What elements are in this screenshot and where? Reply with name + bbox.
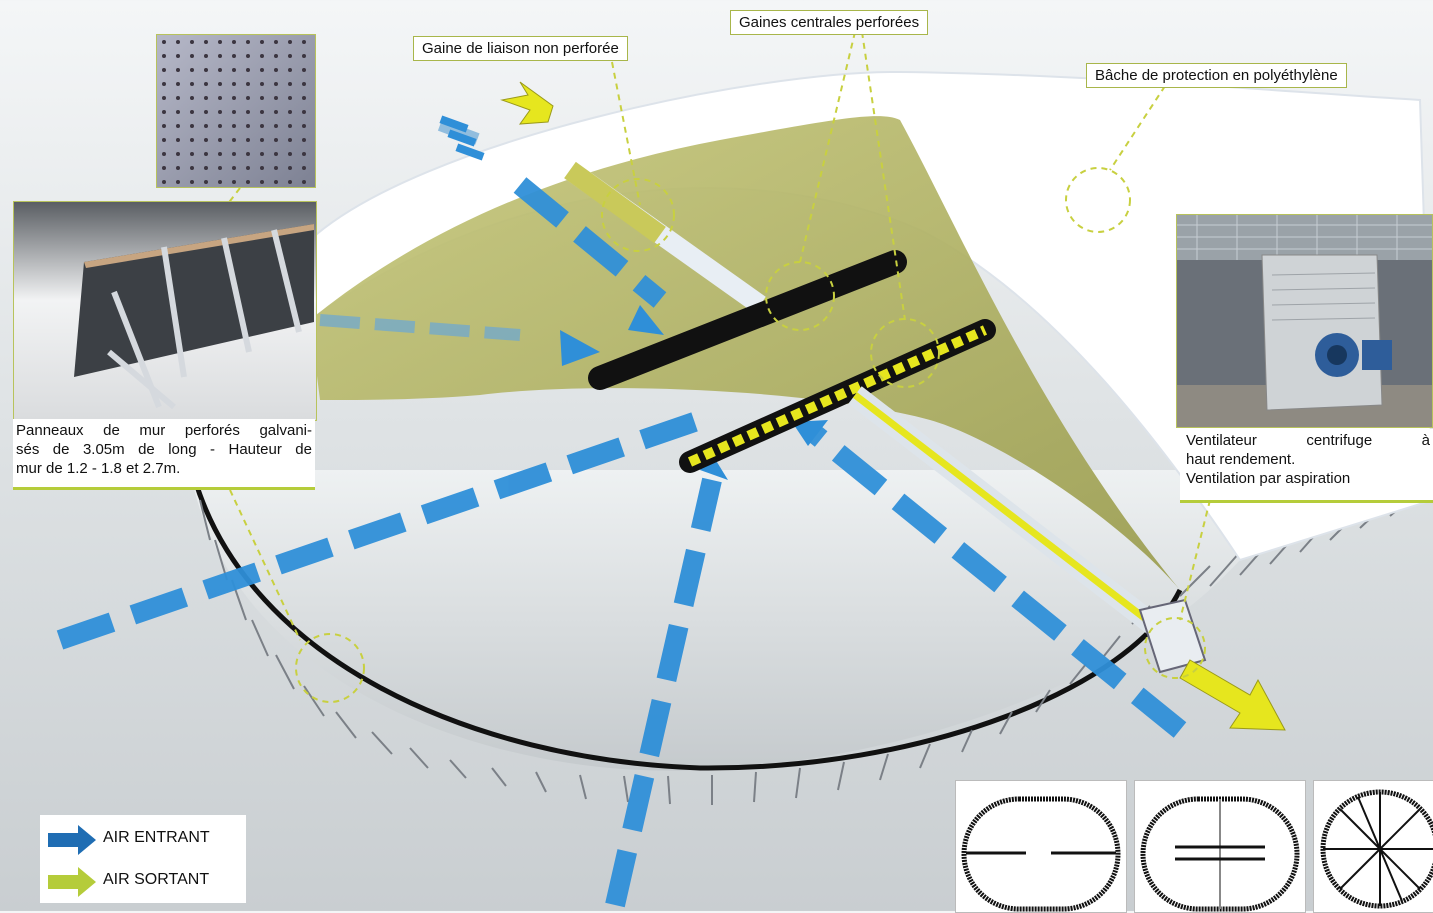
wall-panels-photo <box>13 201 317 421</box>
fan-caption: Ventilateur centrifuge à haut rendement.… <box>1180 429 1433 503</box>
blue-arrow-icon <box>48 825 96 855</box>
label-bache: Bâche de protection en polyéthylène <box>1086 63 1347 88</box>
legend-label: AIR SORTANT <box>103 871 210 888</box>
central-duct-black <box>588 250 907 390</box>
outer-dashes <box>439 115 485 161</box>
fan-illustration <box>1177 215 1432 427</box>
fan-caption-line: Ventilation par aspiration <box>1186 470 1351 487</box>
air-in-dashes-left <box>319 119 521 341</box>
perforation-pattern <box>157 35 315 187</box>
panel-caption: Panneaux de mur perforés galvani- sés de… <box>13 419 315 490</box>
air-in-arrows <box>56 177 1187 908</box>
green-arrow-icon <box>48 867 96 897</box>
layout-oval-linear <box>955 780 1127 913</box>
layout-circle-radial <box>1313 780 1433 913</box>
legend-item-air-sortant: AIR SORTANT <box>40 861 246 901</box>
oval-cross-icon <box>1140 796 1300 912</box>
fan-caption-line: haut rendement. <box>1186 451 1296 468</box>
storage-floor <box>190 470 1240 771</box>
layout-oval-cross <box>1134 780 1306 913</box>
fan-photo <box>1176 214 1433 428</box>
perforation-closeup-photo <box>156 34 316 188</box>
air-in-arrowheads <box>560 305 828 480</box>
oval-linear-icon <box>961 796 1121 912</box>
wall-panels-illustration <box>14 202 316 420</box>
central-duct-yellow <box>679 319 996 473</box>
panel-caption-line: Panneaux de mur perforés galvani- <box>16 422 312 439</box>
fan-caption-line: Ventilateur centrifuge à <box>1186 432 1430 449</box>
label-gaines-centrales: Gaines centrales perforées <box>730 10 929 35</box>
fan-unit <box>1138 598 1207 674</box>
panel-caption-line: sés de 3.05m de long - Hauteur de <box>16 441 312 458</box>
panel-caption-line: mur de 1.2 - 1.8 et 2.7m. <box>16 460 181 477</box>
legend: AIR ENTRANT AIR SORTANT <box>40 815 246 903</box>
air-out-arrows <box>500 81 1286 731</box>
exhaust-duct <box>848 386 1167 639</box>
legend-item-air-entrant: AIR ENTRANT <box>40 819 246 859</box>
circle-radial-icon <box>1320 789 1433 909</box>
legend-label: AIR ENTRANT <box>103 829 210 846</box>
label-gaine-liaison: Gaine de liaison non perforée <box>413 36 628 61</box>
